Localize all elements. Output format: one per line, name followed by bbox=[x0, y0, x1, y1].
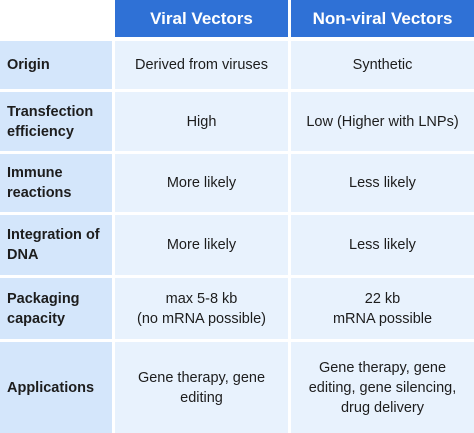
row-label-immune-reactions: Immune reactions bbox=[0, 154, 115, 215]
cell-origin-nonviral: Synthetic bbox=[291, 41, 474, 92]
cell-text-line: Gene therapy, gene bbox=[318, 359, 447, 376]
cell-integration-viral: More likely bbox=[115, 215, 291, 278]
row-label-line: DNA bbox=[7, 247, 39, 263]
cell-integration-nonviral: Less likely bbox=[291, 215, 474, 278]
cell-text-line: mRNA possible bbox=[332, 310, 433, 327]
cell-transfection-nonviral: Low (Higher with LNPs) bbox=[291, 92, 474, 154]
cell-text-line: max 5-8 kb bbox=[165, 290, 238, 307]
row-label-line: capacity bbox=[7, 310, 66, 327]
row-label-integration-of-dna: Integration of DNA bbox=[0, 215, 115, 278]
column-header-viral: Viral Vectors bbox=[115, 0, 291, 41]
cell-text-line: drug delivery bbox=[340, 399, 424, 416]
row-label-origin: Origin bbox=[0, 41, 115, 92]
row-label-packaging-capacity: Packaging capacity bbox=[0, 278, 115, 342]
row-label-line: reactions bbox=[7, 185, 72, 201]
cell-text: Synthetic bbox=[352, 57, 413, 73]
row-label-line: Packaging bbox=[7, 290, 80, 307]
cell-immune-viral: More likely bbox=[115, 154, 291, 215]
cell-text: Less likely bbox=[349, 237, 416, 253]
row-label-transfection-efficiency: Transfection efficiency bbox=[0, 92, 115, 154]
cell-packaging-viral: max 5-8 kb (no mRNA possible) bbox=[115, 278, 291, 342]
row-label-line: Transfection bbox=[7, 103, 94, 120]
row-label-applications: Applications bbox=[0, 342, 115, 433]
row-label-line: efficiency bbox=[7, 123, 74, 140]
row-label-text: Origin bbox=[7, 57, 50, 73]
cell-applications-nonviral: Gene therapy, gene editing, gene silenci… bbox=[291, 342, 474, 433]
cell-text: More likely bbox=[166, 237, 237, 253]
row-label-text: Applications bbox=[7, 379, 95, 396]
cell-text-line: editing, gene silencing, bbox=[308, 379, 457, 396]
row-label-line: Integration of bbox=[7, 227, 100, 243]
cell-text-line: (no mRNA possible) bbox=[137, 310, 266, 327]
cell-text-line: Gene therapy, gene bbox=[137, 369, 266, 386]
cell-text-line: editing bbox=[180, 389, 223, 406]
cell-transfection-viral: High bbox=[115, 92, 291, 154]
cell-text: High bbox=[186, 113, 217, 130]
table-corner bbox=[0, 0, 115, 41]
row-label-line: Immune bbox=[7, 165, 63, 181]
cell-text: Less likely bbox=[349, 175, 416, 191]
cell-text-line: 22 kb bbox=[364, 290, 401, 307]
cell-applications-viral: Gene therapy, gene editing bbox=[115, 342, 291, 433]
cell-immune-nonviral: Less likely bbox=[291, 154, 474, 215]
cell-text: Low (Higher with LNPs) bbox=[306, 113, 459, 130]
column-header-nonviral: Non-viral Vectors bbox=[291, 0, 474, 41]
cell-text: Derived from viruses bbox=[135, 57, 268, 73]
cell-packaging-nonviral: 22 kb mRNA possible bbox=[291, 278, 474, 342]
cell-text: More likely bbox=[166, 175, 237, 191]
cell-origin-viral: Derived from viruses bbox=[115, 41, 291, 92]
